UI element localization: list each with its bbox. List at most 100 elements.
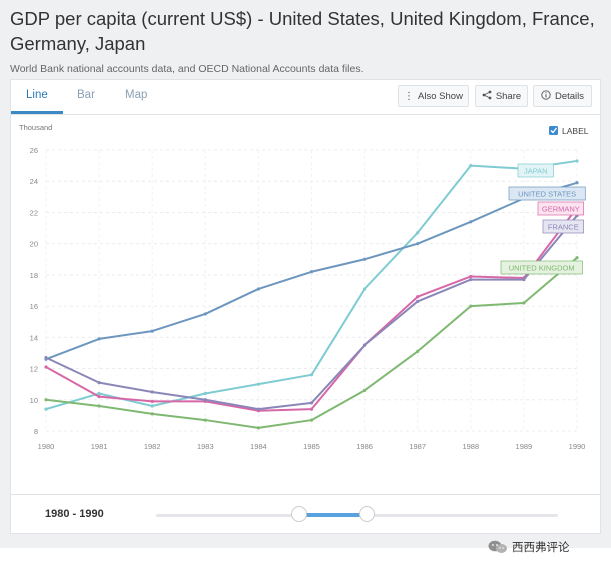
checkmark-icon (550, 127, 558, 134)
y-tick-label: 8 (34, 427, 38, 436)
data-point-united-kingdom[interactable] (97, 404, 101, 408)
data-point-france[interactable] (256, 407, 260, 411)
data-point-united-states[interactable] (309, 270, 314, 274)
more-vertical-icon: ⋮ (404, 90, 415, 102)
data-point-france[interactable] (522, 277, 526, 282)
share-icon (482, 90, 492, 103)
also-show-label: Also Show (418, 90, 463, 102)
share-label: Share (495, 90, 522, 102)
x-tick-label: 1987 (409, 442, 426, 451)
details-button[interactable]: Details (533, 85, 592, 107)
y-tick-label: 20 (30, 240, 38, 249)
chart-tabs: Line Bar Map ⋮ Also Show Share Details (11, 80, 600, 115)
data-point-united-states[interactable] (363, 257, 367, 261)
series-lines (44, 159, 579, 430)
page-title: GDP per capita (current US$) - United St… (10, 8, 595, 54)
data-point-japan[interactable] (256, 382, 260, 386)
data-point-japan[interactable] (363, 287, 367, 291)
data-point-united-kingdom[interactable] (44, 398, 48, 402)
data-point-france[interactable] (469, 277, 473, 282)
info-icon (541, 89, 551, 103)
data-point-japan[interactable] (150, 404, 154, 408)
x-tick-label: 1982 (144, 442, 161, 451)
data-point-japan[interactable] (469, 164, 473, 168)
series-label-text: UNITED KINGDOM (509, 264, 575, 273)
data-point-united-kingdom[interactable] (522, 301, 526, 305)
line-chart: 8 10 12 14 16 18 20 22 24 26 1980 1981 1982 1983 1984… (19, 123, 589, 451)
data-point-germany[interactable] (44, 365, 48, 369)
tab-map[interactable]: Map (125, 89, 148, 101)
data-point-united-states[interactable] (203, 312, 207, 316)
tab-line[interactable]: Line (26, 89, 48, 101)
also-show-button[interactable]: ⋮ Also Show (398, 85, 469, 107)
data-point-united-states[interactable] (256, 287, 260, 291)
data-point-united-kingdom[interactable] (203, 418, 207, 422)
data-point-united-states[interactable] (150, 329, 154, 333)
range-slider-end-handle[interactable] (359, 506, 375, 522)
x-tick-label: 1990 (569, 442, 586, 451)
series-label-box (542, 219, 584, 234)
data-point-united-states[interactable] (575, 181, 579, 185)
data-point-germany[interactable] (309, 407, 314, 411)
series-label-box (537, 201, 585, 216)
series-label-france: FRANCE (542, 219, 584, 234)
y-tick-label: 24 (30, 177, 38, 186)
range-label: 1980 - 1990 (45, 508, 104, 520)
chart-card: Line Bar Map ⋮ Also Show Share Details 8… (10, 79, 601, 534)
range-slider-start-handle[interactable] (291, 506, 307, 522)
label-toggle[interactable]: LABEL (549, 126, 589, 136)
data-point-germany[interactable] (97, 395, 101, 399)
data-point-japan[interactable] (203, 391, 207, 396)
data-point-united-states[interactable] (469, 220, 473, 224)
data-point-france[interactable] (150, 390, 154, 394)
data-point-united-kingdom[interactable] (469, 304, 473, 308)
range-slider-fill (301, 513, 369, 517)
data-point-united-kingdom[interactable] (150, 412, 154, 416)
y-tick-label: 16 (30, 302, 38, 311)
data-point-japan[interactable] (44, 407, 48, 411)
tab-bar[interactable]: Bar (77, 89, 95, 101)
data-point-united-kingdom[interactable] (309, 418, 314, 422)
series-label-text: FRANCE (548, 223, 579, 232)
series-label-united-states: UNITED STATES (508, 186, 586, 201)
data-point-japan[interactable] (309, 373, 314, 377)
data-point-france[interactable] (309, 401, 314, 405)
y-tick-labels: 8 10 12 14 16 18 20 22 24 26 (30, 146, 38, 436)
label-checkbox[interactable] (549, 126, 558, 135)
data-point-japan[interactable] (575, 159, 579, 163)
y-tick-label: 22 (30, 208, 38, 217)
data-point-germany[interactable] (469, 274, 473, 279)
share-button[interactable]: Share (475, 85, 528, 107)
data-point-united-kingdom[interactable] (363, 388, 367, 393)
series-label-japan: JAPAN (517, 163, 554, 178)
data-point-germany[interactable] (416, 295, 420, 299)
data-point-united-kingdom[interactable] (256, 426, 260, 430)
data-point-japan[interactable] (416, 231, 420, 235)
data-point-united-states[interactable] (416, 242, 420, 246)
series-label-germany: GERMANY (537, 201, 585, 216)
x-tick-label: 1980 (38, 442, 55, 451)
x-tick-label: 1984 (250, 442, 267, 451)
series-end-labels: JAPAN UNITED STATES GERMANY FRANCE UNITED KI… (500, 163, 586, 275)
series-label-text: JAPAN (524, 167, 548, 176)
series-label-text: GERMANY (542, 205, 580, 214)
x-tick-labels: 1980 1981 1982 1983 1984 1985 1986 1987 1988 1989… (38, 442, 586, 451)
data-point-germany[interactable] (150, 399, 154, 403)
data-point-united-kingdom[interactable] (575, 256, 579, 260)
series-label-united-kingdom: UNITED KINGDOM (500, 260, 583, 275)
data-point-france[interactable] (416, 299, 420, 304)
y-tick-label: 10 (30, 396, 38, 405)
data-point-japan[interactable] (97, 391, 101, 396)
active-tab-indicator (11, 111, 63, 114)
data-point-france[interactable] (363, 343, 367, 347)
data-point-united-kingdom[interactable] (416, 349, 420, 353)
data-point-france[interactable] (44, 356, 48, 360)
data-point-united-states[interactable] (97, 337, 101, 341)
x-tick-label: 1981 (91, 442, 108, 451)
data-point-france[interactable] (203, 398, 207, 402)
x-tick-label: 1986 (356, 442, 373, 451)
y-axis-label: Thousand (19, 123, 52, 132)
series-label-box (517, 163, 554, 178)
data-point-france[interactable] (97, 381, 101, 385)
series-label-box (500, 260, 583, 275)
